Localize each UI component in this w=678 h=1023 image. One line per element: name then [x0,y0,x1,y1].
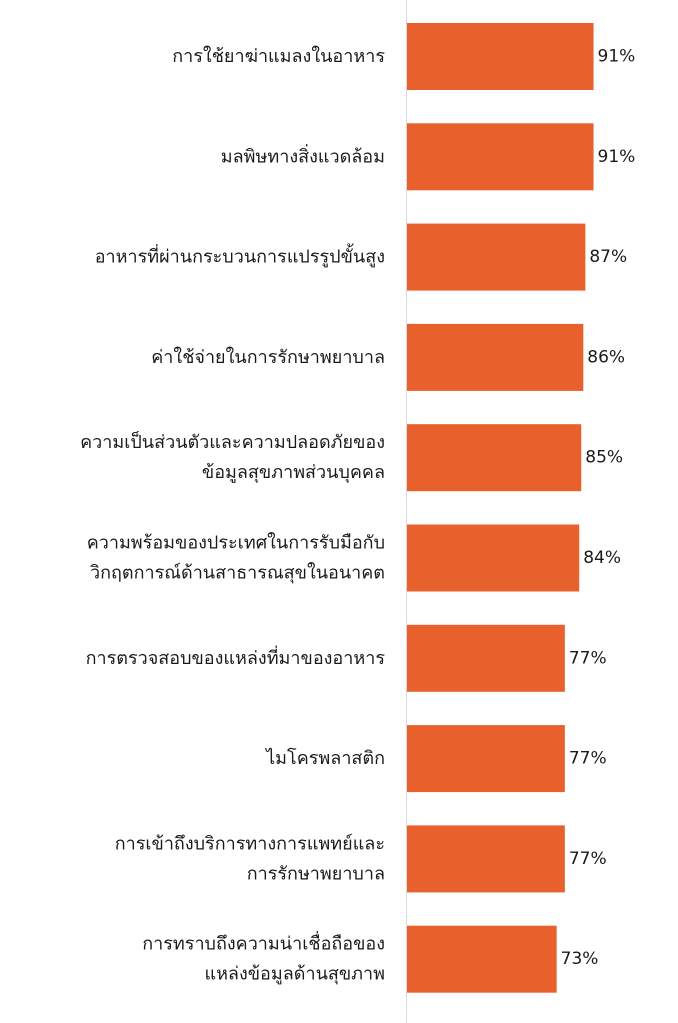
value-label-3: 87% [589,247,627,267]
bar-1 [407,23,594,90]
category-label-10-line-1: การทราบถึงความน่าเชื่อถือของ [142,931,385,955]
value-label-7: 77% [569,648,607,668]
category-label-2: มลพิษทางสิ่งแวดล้อม [221,143,385,167]
value-label-1: 91% [598,47,636,67]
category-label-1: การใช้ยาฆ่าแมลงในอาหาร [172,45,385,67]
value-label-6: 84% [583,548,621,568]
value-label-8: 77% [569,749,607,769]
bar-9 [407,825,565,893]
value-labels-group: 91% 91% 87% 86% 85% 84% 77% 77% 77% 73% [561,47,636,970]
category-label-8: ไมโครพลาสติก [264,747,385,769]
category-label-9-line-1: การเข้าถึงบริการทางการแพทย์และ [115,833,385,854]
bar-5 [407,424,582,492]
bar-7 [407,624,565,692]
bar-3 [407,223,586,291]
category-label-5-line-1: ความเป็นส่วนตัวและความปลอดภัยของ [80,430,385,453]
bar-10 [407,925,557,993]
bar-4 [407,323,584,391]
bars-group [407,23,594,993]
category-label-4: ค่าใช้จ่ายในการรักษาพยาบาล [151,346,385,368]
bar-6 [407,524,580,592]
value-label-10: 73% [561,949,599,969]
category-label-7: การตรวจสอบของแหล่งที่มาของอาหาร [86,645,386,669]
category-label-10-line-2: แหล่งข้อมูลด้านสุขภาพ [204,964,385,985]
value-label-2: 91% [598,147,636,167]
bar-2 [407,123,594,191]
category-labels-group: การใช้ยาฆ่าแมลงในอาหารมลพิษทางสิ่งแวดล้อ… [80,45,385,985]
category-label-9-line-2: การรักษาพยาบาล [247,863,385,884]
category-label-6-line-1: ความพร้อมของประเทศในการรับมือกับ [87,532,385,554]
category-label-3: อาหารที่ผ่านกระบวนการแปรรูปขั้นสูง [95,244,385,268]
category-label-5-line-2: ข้อมูลสุขภาพส่วนบุคคล [202,462,385,483]
value-label-9: 77% [569,849,607,869]
value-label-5: 85% [585,448,623,468]
category-label-6-line-2: วิกฤตการณ์ด้านสาธารณสุขในอนาคต [90,562,385,584]
bar-8 [407,725,565,793]
value-label-4: 86% [587,347,625,367]
